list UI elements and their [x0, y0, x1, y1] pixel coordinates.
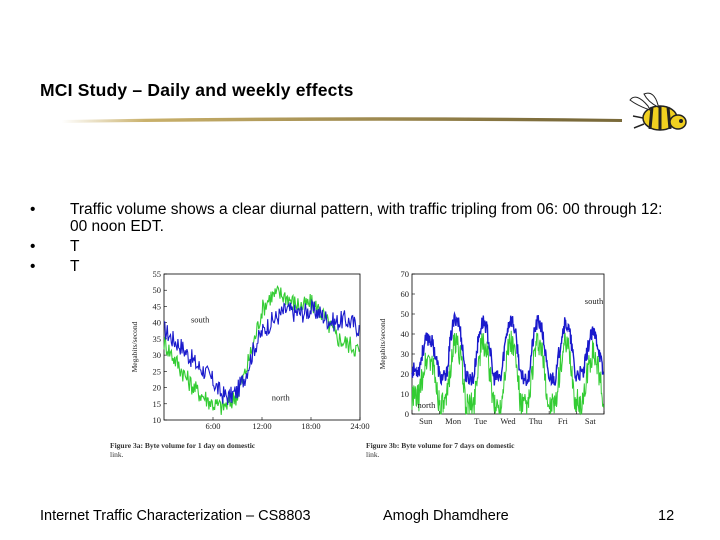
- y-tick-label: 40: [401, 329, 410, 339]
- x-tick-label: Wed: [500, 416, 516, 426]
- x-tick-label: 12:00: [252, 421, 271, 431]
- plot-frame: [163, 273, 361, 421]
- series-line-north: [163, 284, 360, 415]
- series-line-north: [411, 330, 604, 416]
- x-tick-label: Mon: [445, 416, 462, 426]
- figure-3a-caption: Figure 3a: Byte volume for 1 day on dome…: [110, 441, 255, 459]
- y-axis-label: Megabits/second: [378, 318, 387, 369]
- daily-byte-volume-chart: 10 15 20 25 30 35 40 45 50 55 Megabits/second 6:00 1…: [130, 269, 370, 431]
- x-tick-label: Sat: [585, 416, 597, 426]
- y-tick-label: 20: [153, 383, 162, 393]
- bullet-list: Traffic volume shows a clear diurnal pat…: [30, 201, 670, 278]
- caption-bold: Figure 3b: Byte volume for 7 days on dom…: [366, 441, 515, 450]
- y-tick-label: 20: [401, 369, 410, 379]
- footer-course: Internet Traffic Characterization – CS88…: [40, 508, 311, 524]
- x-tick-label: 18:00: [301, 421, 320, 431]
- y-tick-label: 70: [401, 269, 410, 279]
- caption-bold: Figure 3a: Byte volume for 1 day on dome…: [110, 441, 256, 450]
- x-tick-label: Thu: [529, 416, 543, 426]
- weekly-byte-volume-chart: 0 10 20 30 40 50 60 70 Megabits/second Sun Mon Tue W…: [378, 269, 605, 426]
- slide-title: MCI Study – Daily and weekly effects: [40, 80, 354, 100]
- series-line-south: [411, 311, 605, 387]
- y-axis-label: Megabits/second: [130, 321, 139, 372]
- annotation-north: north: [272, 393, 291, 403]
- page-number: 12: [658, 508, 675, 524]
- x-tick-label: Fri: [558, 416, 569, 426]
- y-tick-label: 45: [153, 301, 162, 311]
- y-tick-label: 10: [153, 415, 162, 425]
- annotation-south: south: [191, 315, 210, 325]
- caption-rest: link.: [366, 450, 380, 459]
- bullet-item: T: [30, 238, 670, 255]
- yellow-jacket-mascot-icon: [629, 92, 687, 131]
- x-tick-label: Sun: [419, 416, 433, 426]
- footer-author: Amogh Dhamdhere: [383, 508, 509, 524]
- figure-3b-caption: Figure 3b: Byte volume for 7 days on dom…: [366, 441, 514, 459]
- y-tick-label: 30: [153, 350, 162, 360]
- y-tick-label: 60: [401, 289, 410, 299]
- bullet-item: Traffic volume shows a clear diurnal pat…: [30, 201, 670, 235]
- x-tick-label: 24:00: [350, 421, 369, 431]
- bullet-item: T: [30, 258, 670, 275]
- plot-frame: [411, 273, 605, 415]
- x-tick-label: 6:00: [205, 421, 220, 431]
- annotation-south: south: [585, 296, 604, 306]
- y-tick-label: 10: [401, 389, 410, 399]
- y-tick-label: 50: [153, 285, 162, 295]
- y-tick-label: 40: [153, 318, 162, 328]
- annotation-north: north: [417, 400, 436, 410]
- y-tick-label: 55: [153, 269, 162, 279]
- y-tick-label: 30: [401, 349, 410, 359]
- y-tick-label: 25: [153, 366, 162, 376]
- y-tick-label: 15: [153, 399, 162, 409]
- y-tick-label: 0: [405, 409, 409, 419]
- x-tick-label: Tue: [474, 416, 487, 426]
- y-tick-label: 50: [401, 309, 410, 319]
- caption-rest: link.: [110, 450, 124, 459]
- title-underline: [62, 117, 622, 123]
- series-line-south: [163, 298, 360, 405]
- y-tick-label: 35: [153, 334, 162, 344]
